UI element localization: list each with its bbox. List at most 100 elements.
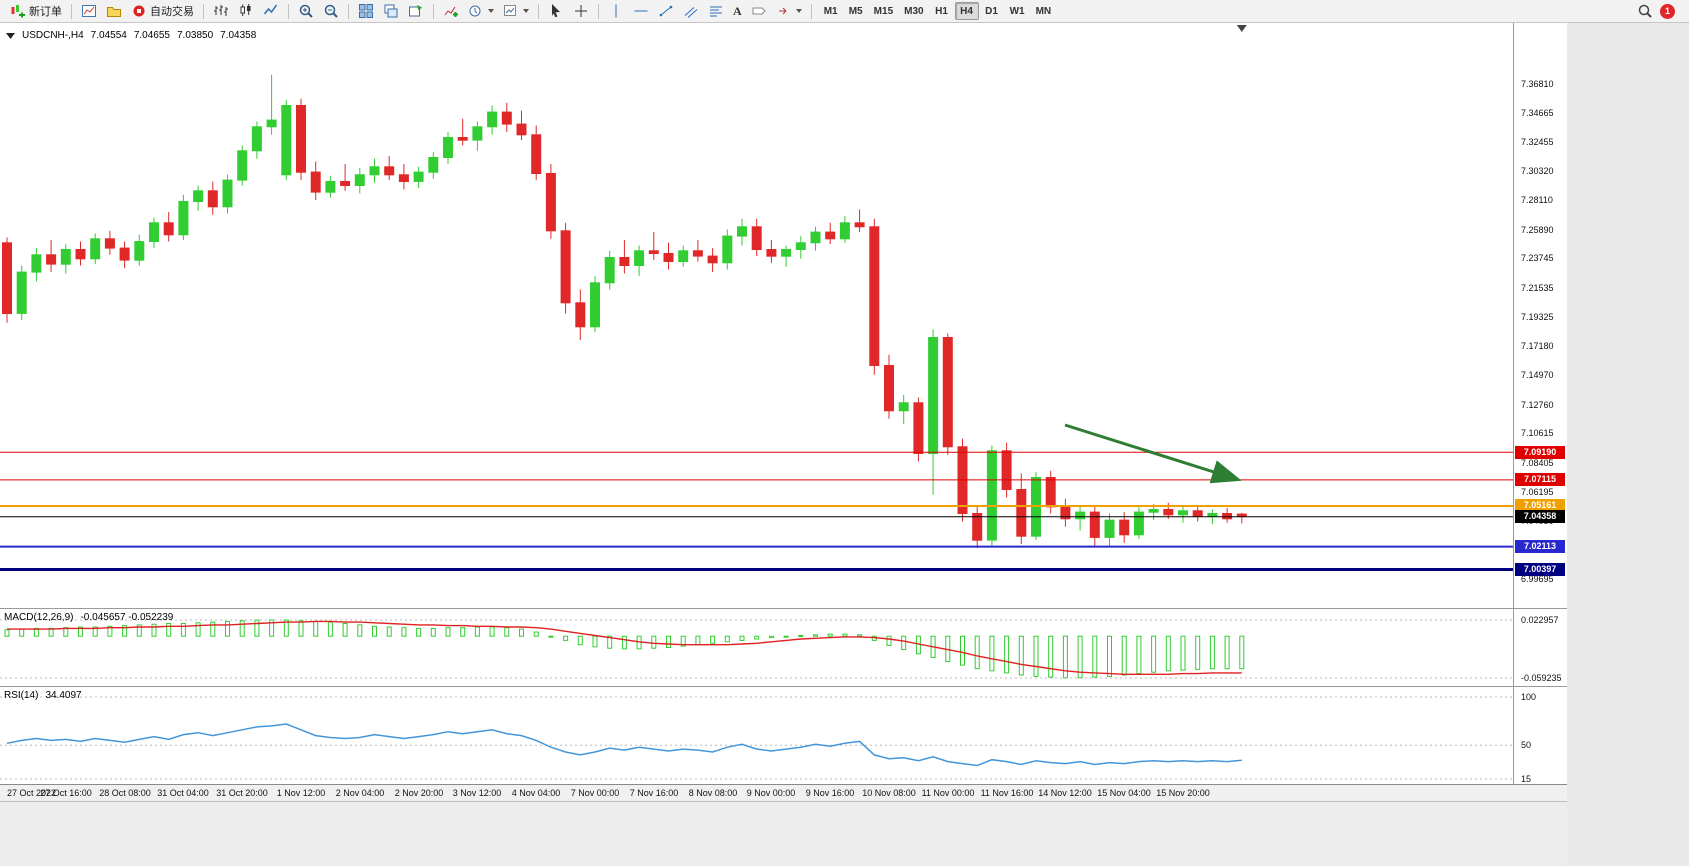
main-toolbar: 新订单 自动交易 [0, 0, 1689, 23]
indicators-icon [444, 6, 458, 17]
search-button[interactable] [1633, 1, 1657, 21]
time-axis-label: 8 Nov 08:00 [688, 788, 738, 798]
macd-axis[interactable]: 0.022957 -0.059235 [1513, 609, 1567, 686]
timeframe-m1-button[interactable]: M1 [819, 2, 843, 20]
price-pane[interactable]: USDCNH-,H4 7.04554 7.04655 7.03850 7.043… [0, 23, 1567, 608]
fibonacci-icon [710, 6, 722, 17]
fibonacci-button[interactable] [704, 1, 728, 21]
chevron-down-icon [488, 9, 494, 13]
timeframe-h1-button[interactable]: H1 [930, 2, 954, 20]
charts-button[interactable] [77, 1, 101, 21]
time-axis[interactable]: 27 Oct 2022 27 Oct 16:00 28 Oct 08:00 31 Oc… [0, 784, 1567, 801]
time-axis-label: 14 Nov 12:00 [1038, 788, 1092, 798]
chevron-down-icon [795, 9, 802, 13]
zoom-in-icon [299, 4, 313, 18]
line-chart-button[interactable] [259, 1, 283, 21]
axis-label: 7.10615 [1521, 428, 1554, 438]
toolbar-separator [348, 3, 349, 19]
timeframe-h4-button[interactable]: H4 [954, 2, 979, 20]
autotrading-button[interactable]: 自动交易 [127, 1, 198, 21]
ohlc-open: 7.04554 [90, 30, 127, 41]
crosshair-icon [575, 5, 587, 17]
macd-indicator-label: MACD(12,26,9) -0.045657 -0.052239 [4, 612, 173, 623]
axis-label: 100 [1521, 692, 1537, 702]
zoom-out-button[interactable] [319, 1, 343, 21]
text-tool-icon: A [733, 4, 742, 18]
vertical-line-button[interactable] [604, 1, 628, 21]
axis-label: 7.21535 [1521, 283, 1554, 293]
toolbar-separator [203, 3, 204, 19]
horizontal-line-button[interactable] [629, 1, 653, 21]
arrange-windows-button[interactable] [404, 1, 428, 21]
axis-label: 7.19325 [1521, 312, 1554, 322]
timeframe-d1-button[interactable]: D1 [980, 2, 1004, 20]
timeframe-m15-button[interactable]: M15 [869, 2, 898, 20]
periods-button[interactable] [464, 1, 498, 21]
arrows-tool-button[interactable] [772, 1, 806, 21]
candlestick-chart-button[interactable] [234, 1, 258, 21]
rsi-pane[interactable]: RSI(14) 34.4097 100 50 15 [0, 686, 1567, 784]
chart-info-line: USDCNH-,H4 7.04554 7.04655 7.03850 7.043… [6, 30, 256, 41]
macd-pane[interactable]: MACD(12,26,9) -0.045657 -0.052239 0.0229… [0, 608, 1567, 686]
price-chart-canvas[interactable] [0, 23, 1513, 608]
tile-windows-button[interactable] [354, 1, 378, 21]
zoom-out-icon [324, 4, 338, 18]
text-button[interactable]: A [729, 1, 746, 21]
bar-chart-button[interactable] [209, 1, 233, 21]
price-tag: 7.09190 [1515, 446, 1565, 459]
toolbar-separator [71, 3, 72, 19]
line-chart-icon [263, 4, 278, 15]
axis-label: 7.25890 [1521, 225, 1554, 235]
rsi-indicator-label: RSI(14) 34.4097 [4, 690, 82, 701]
time-axis-label: 10 Nov 08:00 [862, 788, 916, 798]
profiles-folder-icon [107, 7, 121, 17]
time-axis-label: 2 Nov 20:00 [394, 788, 444, 798]
axis-label: 7.08405 [1521, 458, 1554, 468]
time-axis-label: 27 Oct 16:00 [40, 788, 92, 798]
timeframe-m5-button[interactable]: M5 [844, 2, 868, 20]
new-order-button[interactable]: 新订单 [6, 1, 66, 21]
autotrading-icon [133, 5, 145, 17]
cascade-windows-icon [384, 4, 398, 18]
time-axis-label: 31 Oct 20:00 [216, 788, 268, 798]
autotrading-label: 自动交易 [150, 6, 194, 18]
collapse-triangle-icon[interactable] [6, 32, 15, 40]
cursor-button[interactable] [544, 1, 568, 21]
zoom-in-button[interactable] [294, 1, 318, 21]
timeframe-m30-button[interactable]: M30 [899, 2, 928, 20]
clock-icon [469, 5, 481, 17]
macd-chart-canvas[interactable] [0, 609, 1513, 686]
time-axis-label: 27 Oct 2022 [7, 788, 57, 798]
time-axis-label: 28 Oct 08:00 [99, 788, 151, 798]
axis-label: 15 [1521, 774, 1532, 784]
symbol-period-label: USDCNH-,H4 [22, 30, 84, 41]
timeframe-w1-button[interactable]: W1 [1005, 2, 1030, 20]
crosshair-button[interactable] [569, 1, 593, 21]
candlestick-icon [240, 4, 251, 16]
indicators-button[interactable] [439, 1, 463, 21]
cascade-windows-button[interactable] [379, 1, 403, 21]
template-chart-icon [504, 5, 516, 16]
rsi-axis[interactable]: 100 50 15 [1513, 687, 1567, 784]
channel-button[interactable] [679, 1, 703, 21]
time-axis-label: 31 Oct 04:00 [157, 788, 209, 798]
price-axis[interactable]: 7.36810 7.34665 7.32455 7.30320 7.28110 7.258… [1513, 23, 1567, 608]
new-order-label: 新订单 [29, 6, 62, 18]
notification-badge[interactable]: 1 [1660, 3, 1675, 19]
text-label-button[interactable] [747, 1, 771, 21]
rsi-chart-canvas[interactable] [0, 687, 1513, 784]
axis-label: 50 [1521, 740, 1532, 750]
axis-label: 6.99695 [1521, 574, 1554, 584]
time-axis-label: 3 Nov 12:00 [452, 788, 502, 798]
profiles-button[interactable] [102, 1, 126, 21]
toolbar-separator [598, 3, 599, 19]
price-tag: 7.07115 [1515, 473, 1565, 486]
timeframe-mn-button[interactable]: MN [1031, 2, 1057, 20]
templates-button[interactable] [499, 1, 533, 21]
workspace-bottom [0, 801, 1567, 866]
time-axis-label: 4 Nov 04:00 [511, 788, 561, 798]
price-tag: 7.05161 [1515, 499, 1565, 512]
trendline-button[interactable] [654, 1, 678, 21]
text-label-icon [752, 7, 766, 15]
ohlc-high: 7.04655 [133, 30, 170, 41]
